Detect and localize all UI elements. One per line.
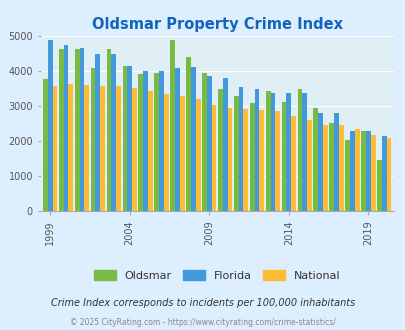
Bar [328,123,333,211]
Bar [290,116,295,211]
Bar [344,140,349,211]
Bar [202,73,207,211]
Bar [122,66,127,211]
Bar [43,79,48,211]
Bar [265,91,270,211]
Bar [318,113,322,211]
Bar [286,93,290,211]
Bar [159,71,164,211]
Bar [254,89,259,211]
Bar [238,87,243,211]
Bar [116,86,121,211]
Bar [302,93,306,211]
Bar [111,54,116,211]
Bar [354,129,359,211]
Bar [52,85,57,211]
Bar [281,102,286,211]
Bar [338,125,343,211]
Bar [270,93,275,211]
Bar [243,110,247,211]
Text: Crime Index corresponds to incidents per 100,000 inhabitants: Crime Index corresponds to incidents per… [51,298,354,308]
Bar [322,125,327,211]
Bar [222,78,227,211]
Legend: Oldsmar, Florida, National: Oldsmar, Florida, National [89,266,345,285]
Bar [297,89,302,211]
Bar [227,108,232,211]
Bar [179,96,184,211]
Bar [48,40,52,211]
Bar [207,76,211,211]
Bar [175,69,179,211]
Bar [170,40,175,211]
Bar [275,111,279,211]
Bar [64,46,68,211]
Bar [132,88,136,211]
Bar [306,120,311,211]
Bar [211,105,216,211]
Bar [127,66,132,211]
Bar [68,83,73,211]
Text: © 2025 CityRating.com - https://www.cityrating.com/crime-statistics/: © 2025 CityRating.com - https://www.city… [70,318,335,327]
Bar [333,113,338,211]
Bar [164,94,168,211]
Bar [107,49,111,211]
Bar [249,103,254,211]
Bar [365,131,370,211]
Bar [195,99,200,211]
Bar [370,135,375,211]
Bar [148,91,152,211]
Bar [186,57,190,211]
Bar [75,49,79,211]
Bar [386,138,390,211]
Bar [349,131,354,211]
Bar [217,89,222,211]
Bar [360,131,365,211]
Bar [381,136,386,211]
Bar [84,84,89,211]
Bar [59,49,64,211]
Bar [190,67,195,211]
Bar [143,71,148,211]
Bar [138,74,143,211]
Bar [90,68,95,211]
Bar [79,48,84,211]
Bar [313,108,318,211]
Bar [154,73,159,211]
Bar [233,96,238,211]
Bar [95,54,100,211]
Title: Oldsmar Property Crime Index: Oldsmar Property Crime Index [92,17,342,32]
Bar [100,86,105,211]
Bar [259,111,264,211]
Bar [376,160,381,211]
